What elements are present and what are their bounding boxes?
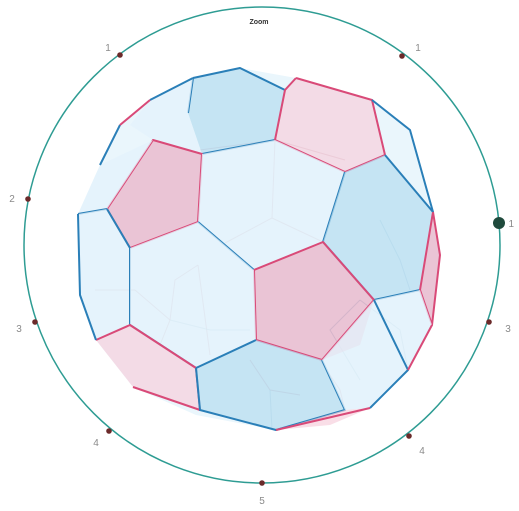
face-hex-bottom — [196, 340, 345, 430]
dial-label-bottom: 5 — [259, 496, 265, 507]
dial-label-upper-right: 1 — [415, 43, 421, 54]
face-hex-center — [198, 140, 345, 270]
dial-label-right-lower: 3 — [505, 324, 511, 335]
zoom-tick-left-upper[interactable] — [25, 196, 31, 202]
zoom-tick-lower-right[interactable] — [406, 433, 412, 439]
dial-label-left-upper: 2 — [9, 194, 15, 205]
face-hex-center-left — [130, 222, 256, 368]
face-hex-lower-left — [78, 209, 130, 340]
zoom-title: Zoom — [249, 19, 268, 26]
dial-label-left-lower: 3 — [16, 324, 22, 335]
dial-label-right: 1 — [508, 219, 514, 230]
zoom-tick-left-lower[interactable] — [32, 319, 38, 325]
zoom-tick-right-lower[interactable] — [486, 319, 492, 325]
truncated-icosahedron-model[interactable] — [77, 67, 441, 431]
face-hex-right — [323, 155, 433, 300]
face-pent-top-right — [275, 78, 385, 172]
zoom-tick-upper-right[interactable] — [399, 53, 405, 59]
zoom-tick-bottom[interactable] — [259, 480, 265, 486]
zoom-dial-handle[interactable] — [493, 217, 505, 229]
dial-label-upper-left: 1 — [105, 43, 111, 54]
face-pent-lower-left — [96, 325, 200, 410]
zoom-tick-upper-left[interactable] — [117, 52, 123, 58]
face-hex-top — [188, 68, 285, 154]
zoom-tick-lower-left[interactable] — [106, 428, 112, 434]
dial-label-lower-left: 4 — [93, 438, 99, 449]
face-hex-left — [78, 140, 153, 214]
face-hex-top-left — [130, 78, 202, 154]
face-pent-left — [107, 140, 202, 248]
face-pent-center — [254, 242, 374, 360]
face-hex-bottom-right — [322, 290, 432, 410]
dial-label-lower-right: 4 — [419, 446, 425, 457]
